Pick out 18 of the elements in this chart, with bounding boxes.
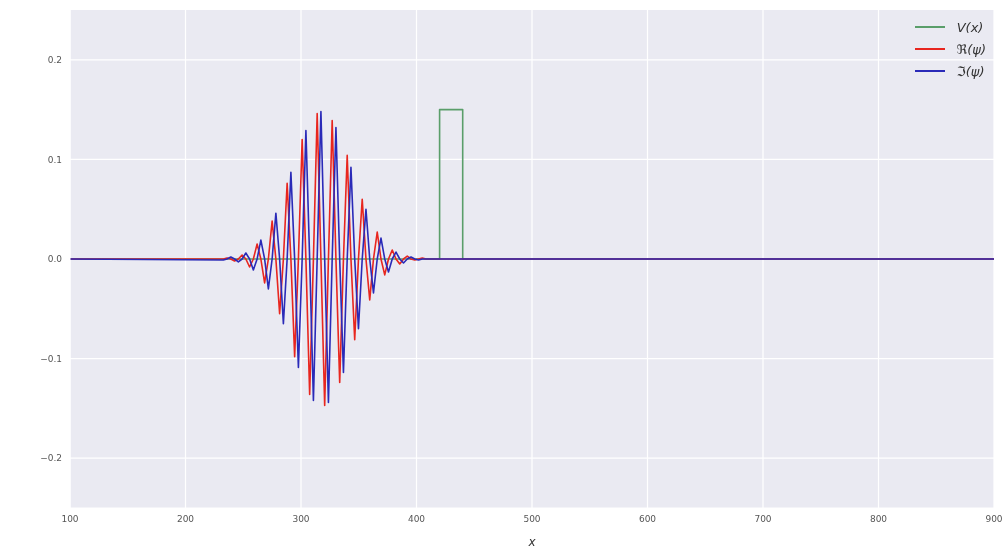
- x-tick-label: 500: [523, 514, 541, 525]
- y-tick-label: 0.1: [47, 154, 62, 165]
- x-tick-label: 600: [638, 514, 657, 525]
- y-tick-label: 0.0: [47, 254, 63, 265]
- x-tick-label: 300: [292, 514, 310, 525]
- y-tick-label: −0.2: [40, 453, 62, 464]
- x-tick-label: 200: [176, 514, 195, 525]
- legend-label: V(x): [956, 19, 984, 35]
- x-tick-label: 400: [407, 514, 426, 525]
- x-tick-label: 800: [869, 514, 888, 525]
- x-tick-label: 100: [61, 514, 79, 525]
- x-tick-label: 900: [985, 514, 1003, 525]
- x-tick-label: 700: [754, 514, 772, 525]
- legend-label: ℑ(ψ): [956, 63, 985, 79]
- legend-label: ℜ(ψ): [956, 41, 986, 57]
- x-axis-title: x: [527, 535, 537, 549]
- y-tick-label: −0.1: [40, 353, 62, 364]
- y-tick-label: 0.2: [47, 54, 62, 65]
